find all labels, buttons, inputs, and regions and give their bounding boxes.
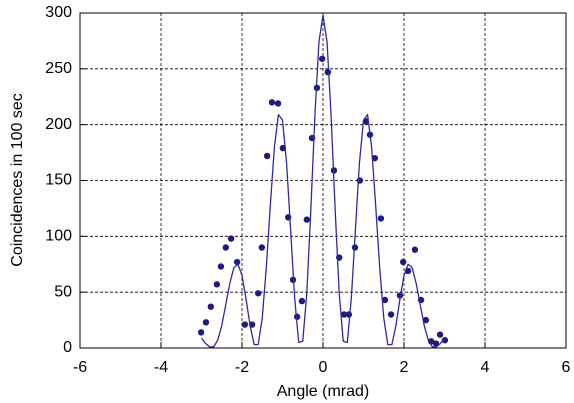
fit-line xyxy=(200,14,446,348)
y-tick-label: 0 xyxy=(63,339,72,356)
data-point xyxy=(422,316,430,324)
data-point xyxy=(399,258,407,266)
data-point xyxy=(241,321,249,328)
y-axis-title: Coincidences in 100 sec xyxy=(9,93,26,266)
y-tick-label: 100 xyxy=(45,228,72,245)
data-point xyxy=(318,55,326,62)
x-tick-label: 6 xyxy=(562,359,571,376)
data-point xyxy=(274,100,282,107)
data-point xyxy=(371,154,379,162)
data-point xyxy=(381,296,389,304)
y-tick-label: 50 xyxy=(54,283,72,300)
data-point xyxy=(387,311,395,318)
data-point xyxy=(298,297,306,305)
data-point xyxy=(255,290,262,297)
data-point xyxy=(202,319,210,326)
data-point xyxy=(207,303,215,310)
x-tick-label: 0 xyxy=(319,359,328,376)
y-tick-label: 150 xyxy=(45,172,72,189)
data-point xyxy=(268,99,276,106)
x-tick-label: -4 xyxy=(154,359,168,376)
data-point xyxy=(213,281,221,288)
data-point xyxy=(222,244,229,251)
x-tick-label: 2 xyxy=(400,359,409,376)
data-point xyxy=(197,329,205,336)
data-point xyxy=(227,235,235,242)
x-tick-label: -6 xyxy=(73,359,87,376)
y-tick-label: 200 xyxy=(45,116,72,133)
data-point xyxy=(340,311,348,318)
data-point xyxy=(345,311,353,318)
x-tick-label: 4 xyxy=(481,359,490,376)
x-axis-title: Angle (mrad) xyxy=(277,383,369,400)
y-tick-label: 250 xyxy=(45,60,72,77)
data-point xyxy=(258,244,266,251)
data-point xyxy=(263,152,271,160)
data-point xyxy=(411,246,419,253)
data-point xyxy=(233,258,241,266)
data-point xyxy=(436,331,444,338)
data-point xyxy=(351,244,359,251)
data-point xyxy=(324,68,332,76)
y-tick-label: 300 xyxy=(45,4,72,21)
data-point xyxy=(217,263,225,270)
x-tick-label: -2 xyxy=(235,359,249,376)
data-point xyxy=(303,216,310,223)
data-point xyxy=(293,313,301,320)
data-point xyxy=(377,215,385,222)
